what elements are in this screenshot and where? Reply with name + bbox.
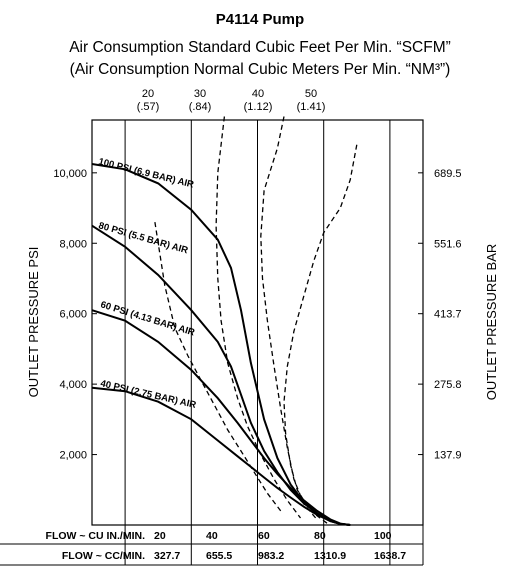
nm3-label-40: (1.12)	[244, 101, 273, 113]
scfm-line-20	[154, 221, 282, 512]
scfm-line-50	[283, 144, 358, 524]
y-tick-label-left-3: 8,000	[59, 238, 87, 250]
y-tick-label-right-0: 137.9	[434, 450, 462, 462]
y-tick-label-right-1: 275.8	[434, 379, 462, 391]
y-axis-left-ticks: 2,000 4,000 6,000 8,000 10,000	[53, 168, 97, 462]
curve-label-0: 100 PSI (6.9 BAR) AIR	[97, 156, 195, 190]
flow-cc-cell-1: 655.5	[206, 550, 232, 562]
y-tick-label-right-4: 689.5	[434, 168, 462, 180]
chart-title: P4114 Pump	[216, 11, 304, 28]
pressure-curve-1	[91, 224, 351, 526]
nm3-label-20: (.57)	[137, 101, 160, 113]
pressure-curve-2	[91, 309, 351, 526]
flow-cu-in-cell-2: 60	[258, 530, 270, 542]
flow-cu-in-cell-1: 40	[206, 530, 218, 542]
flow-cu-in-cell-3: 80	[314, 530, 326, 542]
scfm-label-20: 20	[142, 88, 154, 100]
curve-label-2: 60 PSI (4.13 BAR) AIR	[99, 299, 196, 338]
y-tick-label-right-2: 413.7	[434, 309, 462, 321]
flow-table: FLOW ~ CU IN./MIN. FLOW ~ CC/MIN. 20 40 60…	[0, 525, 424, 566]
air-pressure-curves	[91, 163, 351, 526]
flow-cu-in-cell-4: 100	[374, 530, 392, 542]
flow-cc-cell-3: 1310.9	[314, 550, 346, 562]
y-tick-label-left-2: 6,000	[59, 309, 87, 321]
y-tick-label-right-3: 551.6	[434, 238, 462, 250]
vertical-grid-lines	[124, 120, 391, 565]
y-axis-label-left: OUTLET PRESSURE PSI	[26, 247, 41, 398]
scfm-top-labels: 20(.57) 30(.84) 40(1.12) 50(1.41)	[137, 88, 326, 113]
air-consumption-lines	[154, 116, 358, 524]
y-axis-right-ticks: 137.9 275.8 413.7 551.6 689.5	[418, 168, 462, 462]
y-tick-label-left-0: 2,000	[59, 450, 87, 462]
y-tick-label-left-4: 10,000	[53, 168, 87, 180]
scfm-line-40	[260, 116, 318, 521]
flow-cc-cell-0: 327.7	[154, 550, 180, 562]
y-tick-label-left-1: 4,000	[59, 379, 87, 391]
flow-row2-label: FLOW ~ CC/MIN.	[62, 550, 145, 562]
flow-cu-in-cell-0: 20	[154, 530, 166, 542]
pressure-curve-3	[91, 386, 351, 526]
flow-cc-cell-2: 983.2	[258, 550, 284, 562]
pressure-curve-0	[91, 163, 351, 526]
flow-row1-label: FLOW ~ CU IN./MIN.	[46, 530, 146, 542]
scfm-label-50: 50	[305, 88, 317, 100]
nm3-label-50: (1.41)	[297, 101, 326, 113]
flow-cc-cell-4: 1638.7	[374, 550, 406, 562]
y-axis-label-right: OUTLET PRESSURE BAR	[484, 244, 499, 401]
scfm-label-40: 40	[252, 88, 264, 100]
nm3-label-30: (.84)	[189, 101, 212, 113]
scfm-line-30	[215, 116, 302, 519]
chart-subtitle-metric: (Air Consumption Normal Cubic Meters Per…	[70, 61, 451, 78]
curve-label-3: 40 PSI (2.75 BAR) AIR	[99, 378, 197, 411]
scfm-label-30: 30	[194, 88, 206, 100]
chart-subtitle: Air Consumption Standard Cubic Feet Per …	[69, 39, 451, 56]
